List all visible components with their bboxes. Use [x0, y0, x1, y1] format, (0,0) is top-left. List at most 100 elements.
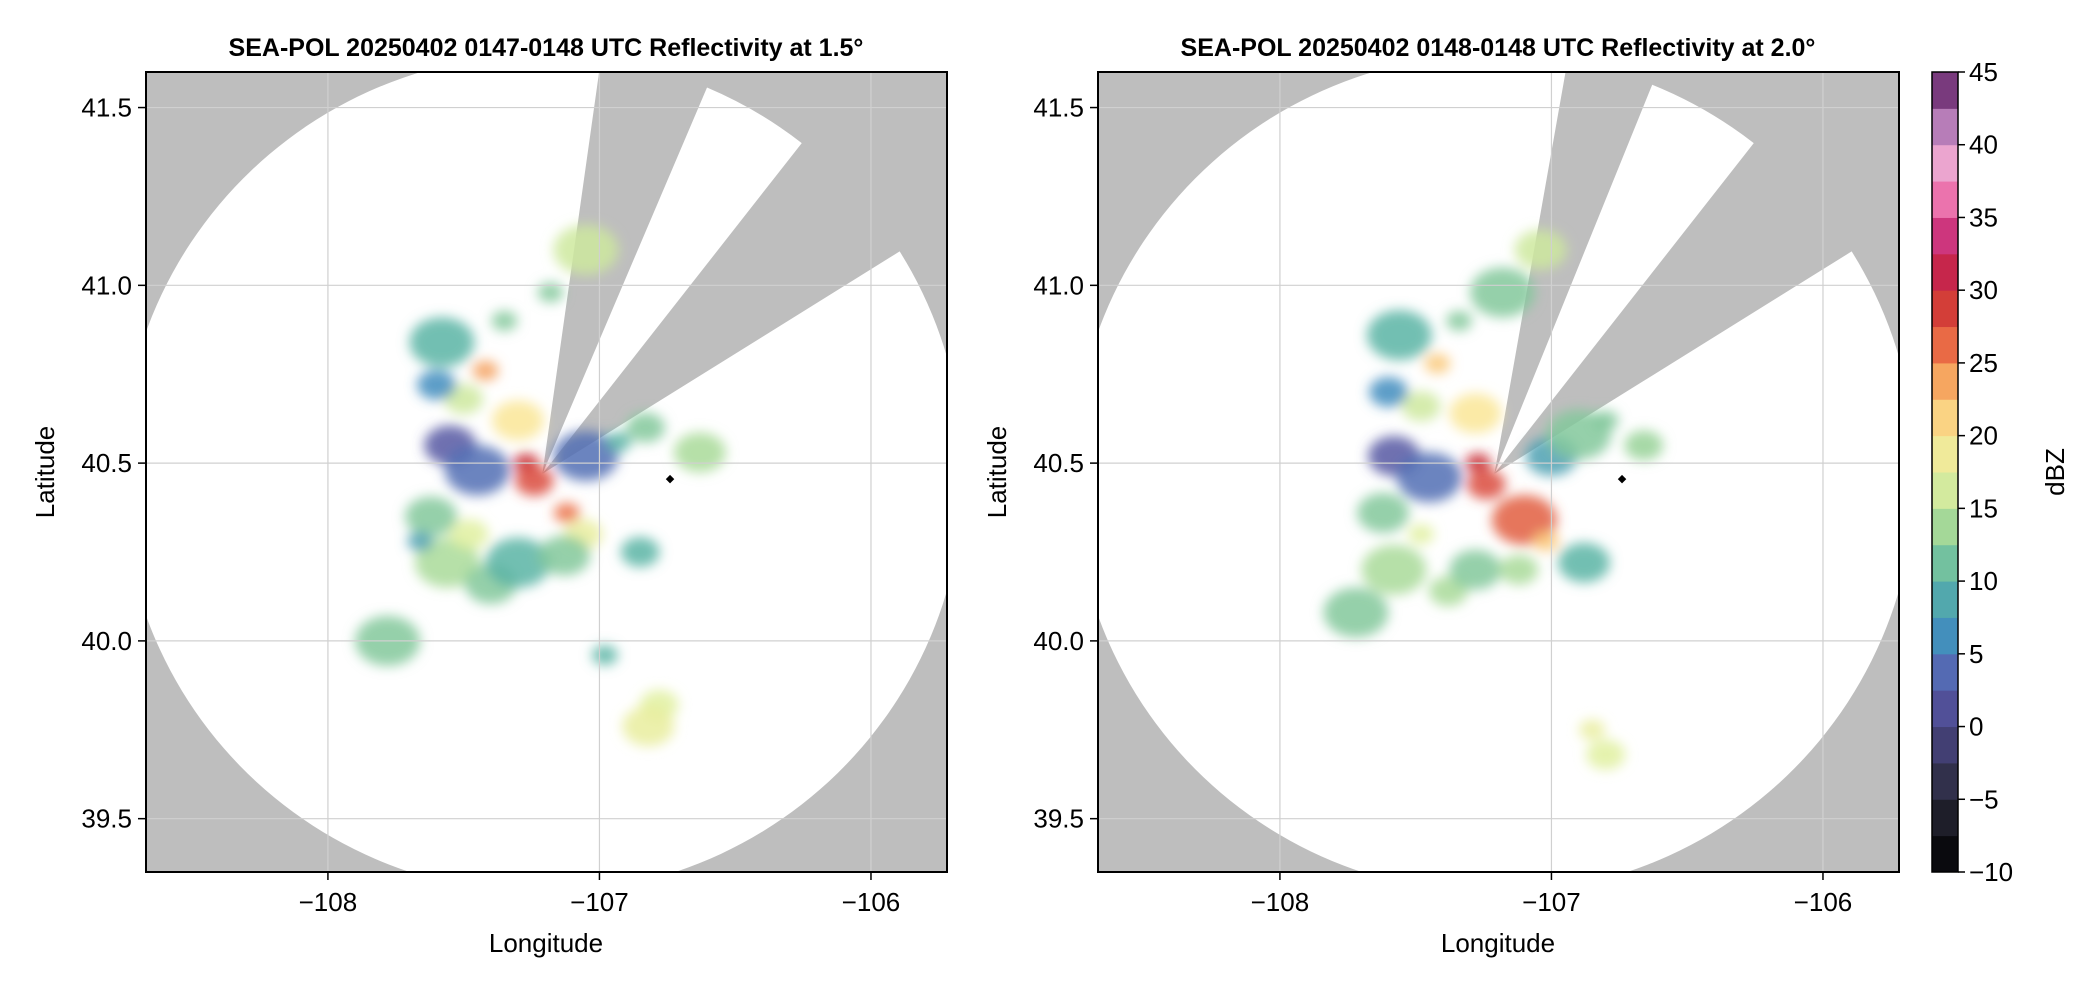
colorbar-ticks: −10 −5 0 5 10 15 20 25 30 35 40 45 — [1958, 57, 2013, 887]
colorbar-tick-label: 0 — [1969, 712, 1983, 742]
colorbar-tick-label: 15 — [1969, 493, 1998, 523]
y-tick-label: 40.0 — [81, 626, 132, 656]
echo-cell — [673, 432, 726, 473]
echo-cell — [491, 310, 518, 331]
echo-cell — [444, 445, 510, 496]
panel-2-title: SEA-POL 20250402 0148-0148 UTC Reflectiv… — [1181, 34, 1816, 62]
echo-cell — [407, 531, 434, 552]
x-tick-label: −106 — [1794, 887, 1853, 917]
echo-cell — [1424, 353, 1451, 374]
echo-cell — [1499, 554, 1539, 585]
echo-cell — [1624, 430, 1664, 461]
colorbar-segments — [1932, 72, 1958, 873]
echo-cell — [1357, 492, 1410, 533]
colorbar-tick-label: 5 — [1969, 639, 1983, 669]
colorbar-segment — [1932, 799, 1958, 837]
panel-2-x-ticks: −108 −107 −106 — [1251, 872, 1853, 917]
colorbar-tick-label: −5 — [1969, 784, 1999, 814]
echo-cell — [485, 537, 551, 588]
panel-1: SEA-POL 20250402 0147-0148 UTC Reflectiv… — [30, 34, 948, 958]
echo-cell — [491, 400, 544, 441]
colorbar-segment — [1932, 217, 1958, 255]
colorbar-segment — [1932, 508, 1958, 546]
colorbar-tick-label: −10 — [1969, 857, 2013, 887]
y-tick-label: 41.5 — [1033, 93, 1084, 123]
x-tick-label: −106 — [842, 887, 901, 917]
panel-1-title: SEA-POL 20250402 0147-0148 UTC Reflectiv… — [229, 34, 864, 62]
echo-cell — [1323, 587, 1389, 638]
panel-1-y-ticks: 39.5 40.0 40.5 41.0 41.5 — [81, 93, 146, 834]
panel-2-site-marker — [1617, 474, 1627, 484]
panel-1-grid — [146, 72, 947, 872]
echo-cell — [514, 465, 554, 496]
colorbar-segment — [1932, 690, 1958, 728]
echo-cell — [1470, 267, 1536, 318]
panel-1-x-axis-label: Longitude — [489, 928, 603, 958]
y-tick-label: 40.5 — [81, 448, 132, 478]
echo-cell — [553, 224, 619, 275]
echo-cell — [622, 706, 675, 747]
echo-cell — [1446, 310, 1473, 331]
panel-1-y-axis-label: Latitude — [30, 426, 60, 519]
colorbar-tick-label: 20 — [1969, 421, 1998, 451]
y-tick-label: 39.5 — [1033, 804, 1084, 834]
panel-2: SEA-POL 20250402 0148-0148 UTC Reflectiv… — [982, 34, 1900, 958]
echo-cell — [537, 282, 564, 303]
colorbar-segment — [1932, 72, 1958, 109]
echo-cell — [1586, 739, 1626, 770]
echo-cell — [1514, 229, 1567, 270]
colorbar-segment — [1932, 653, 1958, 691]
y-tick-label: 40.0 — [1033, 626, 1084, 656]
echo-cell — [1579, 719, 1606, 740]
colorbar-segment — [1932, 544, 1958, 582]
panel-1-x-ticks: −108 −107 −106 — [299, 872, 901, 917]
echo-cell — [449, 519, 489, 550]
panel-2-frame — [1097, 71, 1900, 873]
colorbar-segment — [1932, 472, 1958, 509]
colorbar-frame — [1931, 71, 1959, 873]
echo-cell — [605, 431, 632, 452]
colorbar-segment — [1932, 144, 1958, 182]
echo-cell — [1369, 377, 1409, 407]
y-tick-label: 41.0 — [1033, 270, 1084, 300]
colorbar-segment — [1932, 181, 1958, 218]
y-tick-label: 40.5 — [1033, 448, 1084, 478]
colorbar-segment — [1932, 362, 1958, 400]
x-tick-label: −108 — [299, 887, 358, 917]
colorbar-segment — [1932, 399, 1958, 437]
colorbar-tick-label: 35 — [1969, 202, 1998, 232]
panel-2-y-ticks: 39.5 40.0 40.5 41.0 41.5 — [1033, 93, 1098, 834]
colorbar-segment — [1932, 108, 1958, 146]
colorbar: −10 −5 0 5 10 15 20 25 30 35 40 45 dBZ — [1931, 57, 2070, 887]
echo-cell — [1558, 542, 1611, 583]
echo-cell — [1592, 410, 1619, 431]
echo-cell — [405, 496, 458, 537]
echo-cell — [591, 645, 618, 666]
echo-cell — [553, 431, 619, 481]
colorbar-tick-label: 45 — [1969, 57, 1998, 87]
y-tick-label: 39.5 — [81, 804, 132, 834]
echo-cell — [1449, 393, 1502, 434]
panel-1-echo-layer — [355, 224, 726, 747]
panel-2-y-axis-label: Latitude — [982, 426, 1012, 519]
colorbar-label: dBZ — [2040, 448, 2070, 496]
colorbar-tick-label: 25 — [1969, 348, 1998, 378]
echo-cell — [1533, 531, 1560, 552]
panel-1-frame — [145, 71, 948, 873]
panel-1-site-marker — [665, 474, 675, 484]
colorbar-segment — [1932, 290, 1958, 328]
colorbar-tick-label: 10 — [1969, 566, 1998, 596]
echo-cell — [1401, 391, 1441, 422]
colorbar-segment — [1932, 253, 1958, 291]
echo-cell — [620, 537, 660, 567]
echo-cell — [1396, 452, 1462, 503]
colorbar-segment — [1932, 617, 1958, 655]
colorbar-tick-label: 40 — [1969, 130, 1998, 160]
panel-2-x-axis-label: Longitude — [1441, 928, 1555, 958]
colorbar-segment — [1932, 726, 1958, 764]
echo-cell — [409, 317, 475, 368]
echo-cell — [1449, 549, 1502, 590]
echo-cell — [1366, 310, 1432, 361]
echo-cell — [1361, 544, 1427, 595]
